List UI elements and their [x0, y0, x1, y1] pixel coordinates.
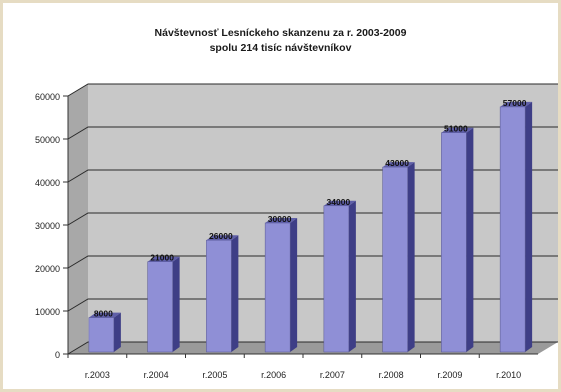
data-label: 51000	[444, 124, 468, 134]
x-tick-label: r.2004	[144, 370, 169, 380]
bar-side	[407, 162, 415, 352]
bar	[499, 106, 526, 353]
bar-top	[500, 101, 533, 107]
y-tick-label: 20000	[35, 264, 60, 274]
bar	[206, 239, 232, 353]
bar-side	[466, 127, 474, 352]
data-label: 34000	[327, 197, 351, 207]
data-label: 8000	[94, 309, 113, 319]
y-tick-label: 50000	[35, 135, 60, 145]
x-tick-label: r.2003	[85, 370, 110, 380]
bar-top	[441, 127, 474, 133]
y-tick-label: 60000	[35, 92, 60, 102]
bar-top	[265, 218, 298, 223]
data-label: 30000	[268, 214, 292, 224]
chart-title: Návštevnosť Lesníckeho skanzenu za r. 20…	[154, 27, 407, 39]
y-tick-label: 30000	[35, 221, 60, 231]
bar-top	[88, 312, 121, 318]
y-tick-label: 10000	[35, 307, 60, 317]
bar	[264, 222, 291, 353]
y-tick-label: 40000	[35, 178, 60, 188]
bar-side	[113, 312, 121, 352]
y-tick-label: 0	[55, 350, 60, 360]
data-label: 43000	[385, 158, 409, 168]
gridline	[67, 126, 558, 140]
data-label: 26000	[209, 231, 233, 241]
data-label: 21000	[150, 253, 174, 263]
bar-top	[147, 256, 180, 262]
x-tick-label: r.2010	[496, 370, 521, 380]
bar-side	[172, 256, 180, 352]
x-tick-label: r.2005	[202, 370, 227, 380]
chart-title-block: Návštevnosť Lesníckeho skanzenu za r. 20…	[0, 26, 561, 56]
bar-side	[290, 218, 298, 352]
bar	[441, 132, 467, 353]
bar-top	[206, 235, 239, 241]
data-label: 57000	[503, 98, 527, 108]
floor	[68, 342, 558, 354]
bar-side	[231, 235, 239, 352]
bar-top	[323, 200, 356, 206]
bar	[323, 205, 350, 353]
bar	[382, 166, 408, 353]
gridline	[67, 83, 558, 97]
bar-side	[525, 101, 533, 353]
chart-subtitle: spolu 214 tisíc návštevníkov	[209, 42, 352, 54]
bar	[88, 317, 115, 353]
x-tick-label: r.2007	[320, 370, 345, 380]
bar-side	[348, 200, 356, 352]
bar-top	[382, 162, 415, 168]
x-tick-label: r.2006	[261, 370, 286, 380]
bar	[147, 261, 173, 353]
x-tick-label: r.2009	[437, 370, 462, 380]
x-tick-label: r.2008	[379, 370, 404, 380]
